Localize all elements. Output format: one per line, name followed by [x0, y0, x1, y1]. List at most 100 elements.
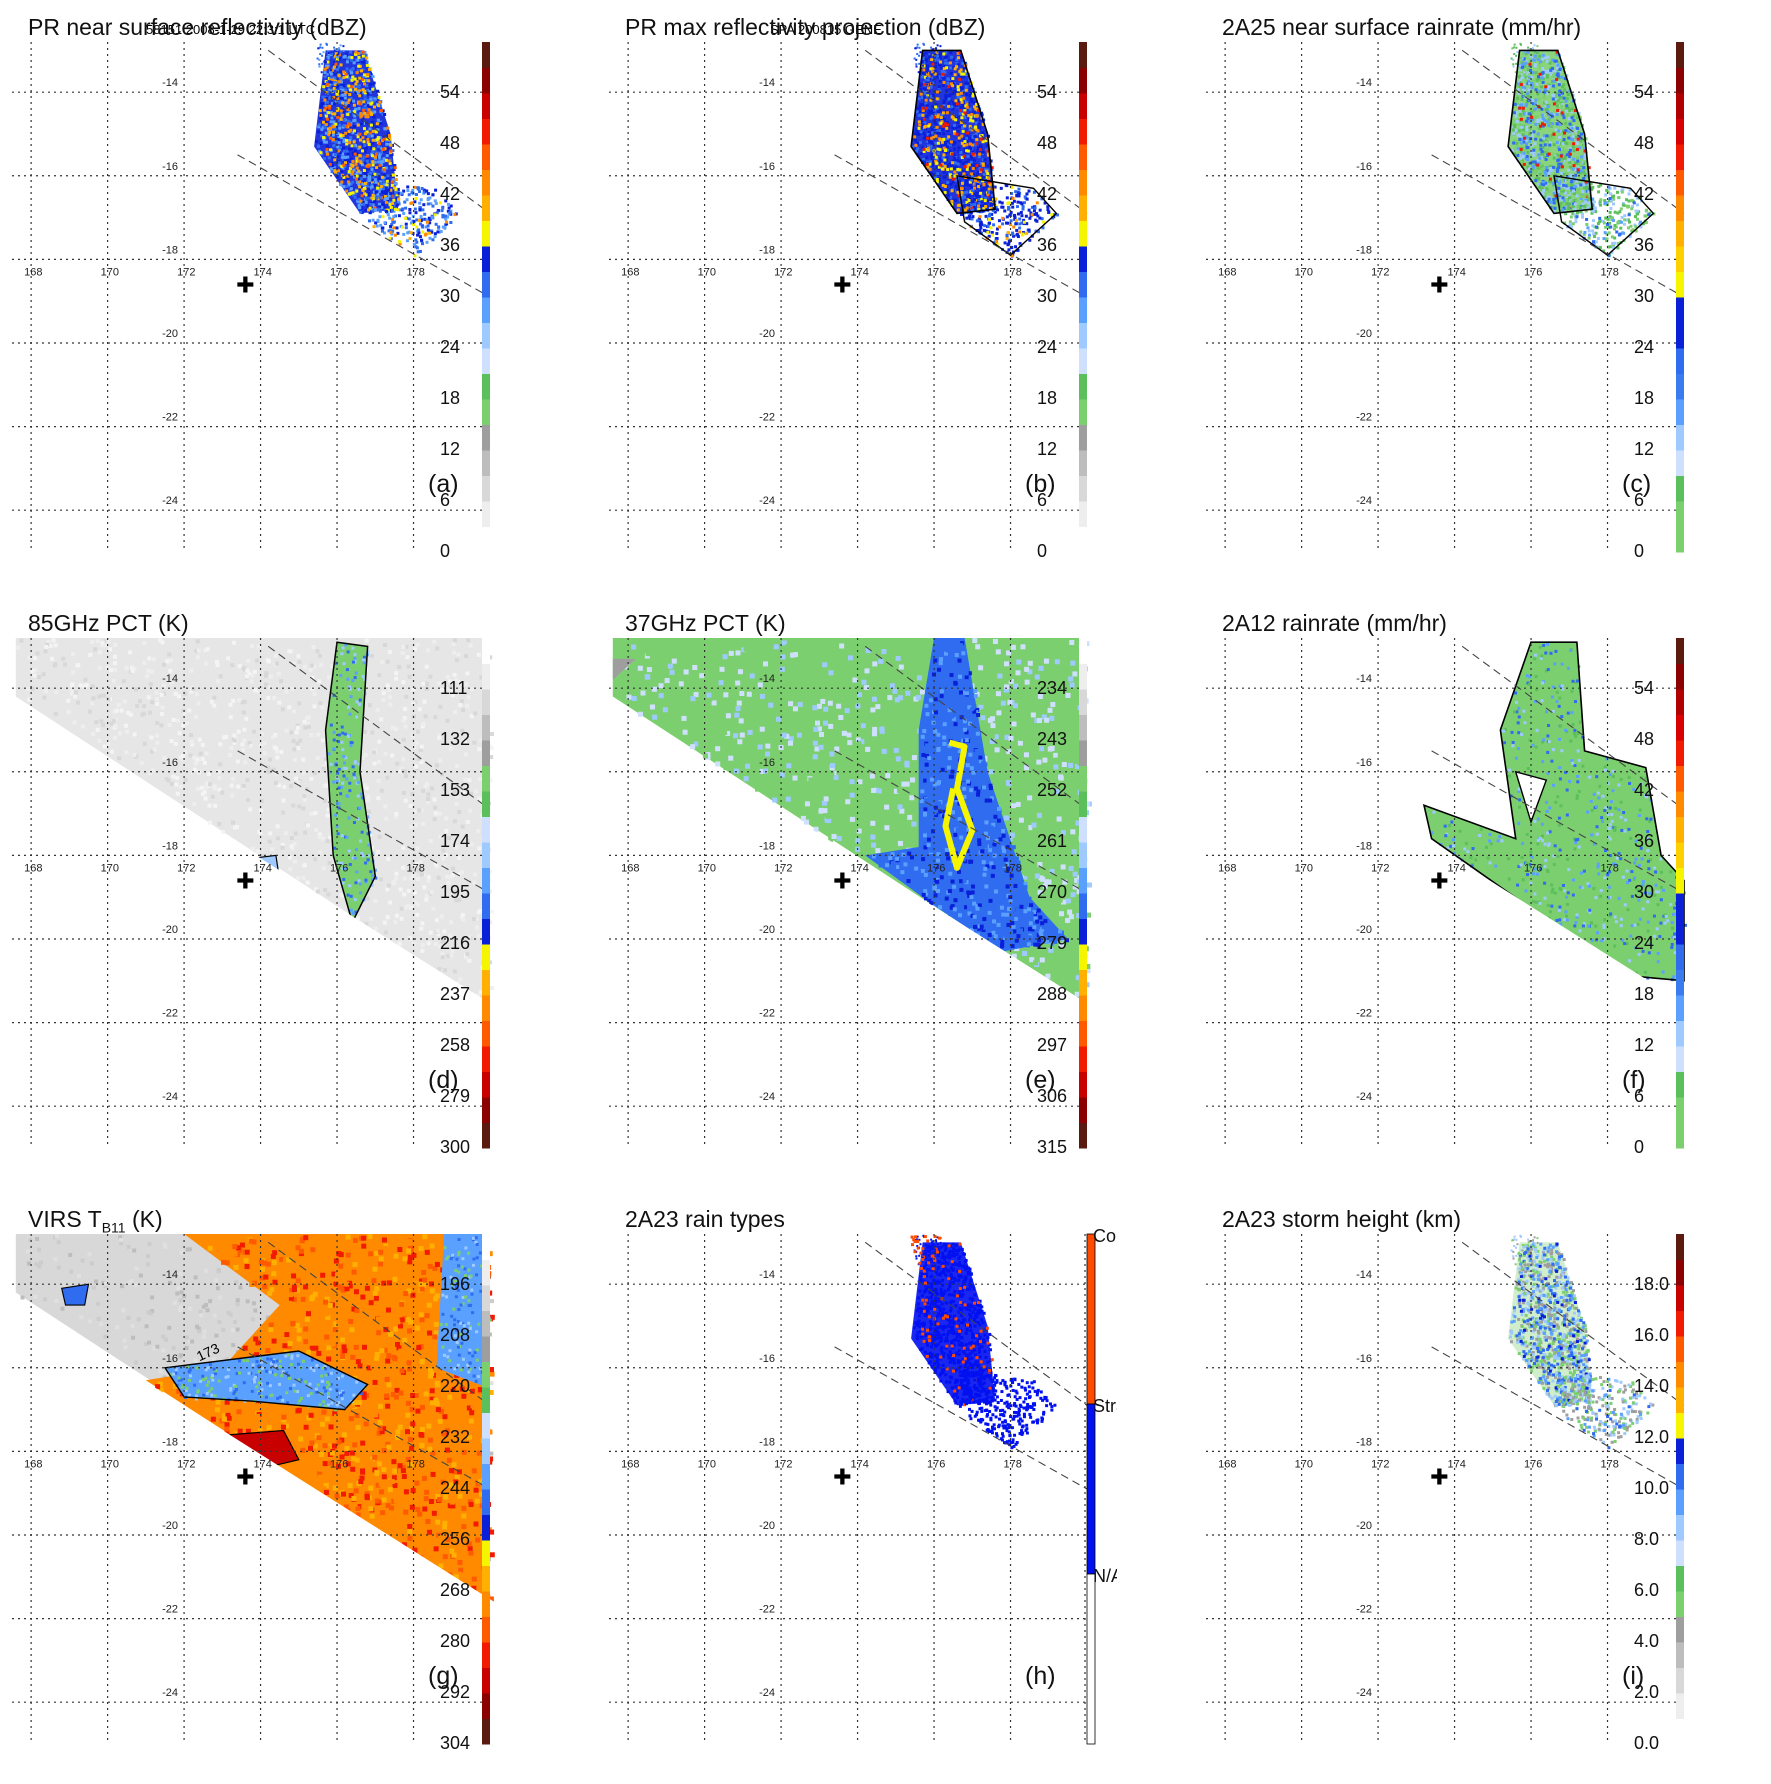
- lat-tick-label: -22: [162, 412, 178, 424]
- lon-tick-label: 176: [927, 1458, 945, 1470]
- colorbar-segment: [1676, 348, 1684, 374]
- colorbar-segment: [1676, 740, 1684, 766]
- colorbar-segment: [1676, 689, 1684, 715]
- panel-label: (h): [1025, 1662, 1056, 1691]
- lat-tick-label: -22: [1356, 412, 1372, 424]
- colorbar-segment: [1079, 995, 1087, 1021]
- colorbar-tick-label: 36: [440, 235, 460, 255]
- colorbar-segment: [1079, 68, 1087, 94]
- colorbar-tick-label: 54: [1037, 82, 1057, 102]
- colorbar-tick-label: 208: [440, 1325, 470, 1345]
- lon-tick-label: 176: [927, 862, 945, 874]
- colorbar-segment: [482, 995, 490, 1021]
- colorbar-tick-label: 30: [1037, 286, 1057, 306]
- lat-tick-label: -20: [1356, 1520, 1372, 1532]
- panel-label: (b): [1025, 470, 1056, 499]
- lon-tick-label: 178: [1601, 1458, 1619, 1470]
- colorbar-segment: [1079, 297, 1087, 323]
- colorbar-tick-label: 288: [1037, 984, 1067, 1004]
- colorbar-segment: [1079, 348, 1087, 374]
- lon-tick-label: 172: [1371, 1458, 1389, 1470]
- colorbar-segment: [482, 476, 490, 502]
- colorbar-tick-label: 280: [440, 1631, 470, 1651]
- colorbar-segment: [1676, 791, 1684, 817]
- colorbar-tick-label: 16.0: [1634, 1325, 1669, 1345]
- lon-tick-label: 172: [177, 266, 195, 278]
- panel-title: PR near surface reflectivity (dBZ): [28, 14, 367, 41]
- lon-tick-label: 174: [1448, 1458, 1466, 1470]
- colorbar-segment: [1676, 638, 1684, 664]
- colorbar-segment: [482, 817, 490, 843]
- lat-tick-label: -16: [759, 161, 775, 173]
- colorbar-segment: [482, 246, 490, 272]
- colorbar-segment: [1676, 1438, 1684, 1464]
- lon-tick-label: 176: [330, 1458, 348, 1470]
- colorbar-segment: [482, 195, 490, 221]
- colorbar: ConvStratN/A: [1087, 1226, 1117, 1744]
- colorbar-segment: [1079, 323, 1087, 349]
- colorbar-segment: [1079, 527, 1087, 553]
- lon-tick-label: 170: [1295, 266, 1313, 278]
- colorbar-tick-label: 252: [1037, 780, 1067, 800]
- lat-tick-label: -20: [1356, 328, 1372, 340]
- colorbar-segment: [482, 868, 490, 894]
- colorbar-segment: [482, 425, 490, 451]
- colorbar-segment: [1079, 638, 1087, 664]
- colorbar-segment: [482, 766, 490, 792]
- colorbar-tick-label: 216: [440, 933, 470, 953]
- colorbar-segment: [482, 323, 490, 349]
- colorbar-segment: [1676, 1464, 1684, 1490]
- storm-center-marker: ✚: [236, 273, 254, 298]
- lon-tick-label: 172: [177, 862, 195, 874]
- colorbar-segment: [1676, 272, 1684, 298]
- colorbar-tick-label: 279: [1037, 933, 1067, 953]
- colorbar-segment: [482, 1642, 490, 1668]
- lat-tick-label: -24: [162, 495, 178, 507]
- panel-title: 2A23 storm height (km): [1222, 1206, 1461, 1233]
- panel-title: 2A23 rain types: [625, 1206, 785, 1233]
- colorbar-segment: [1676, 1617, 1684, 1643]
- colorbar-tick-label: N/A: [1093, 1566, 1117, 1586]
- lon-tick-label: 168: [24, 862, 42, 874]
- lon-tick-label: 172: [1371, 266, 1389, 278]
- lat-tick-label: -20: [162, 1520, 178, 1532]
- lon-tick-label: 174: [254, 862, 272, 874]
- colorbar-segment: [1676, 1097, 1684, 1123]
- colorbar-tick-label: 42: [440, 184, 460, 204]
- lat-tick-label: -24: [162, 1091, 178, 1103]
- colorbar-tick-label: 48: [1037, 133, 1057, 153]
- lon-tick-label: 170: [1295, 862, 1313, 874]
- colorbar-segment: [1676, 425, 1684, 451]
- colorbar-segment: [482, 1413, 490, 1439]
- colorbar-segment: [482, 68, 490, 94]
- panel-label: (g): [428, 1662, 459, 1691]
- colorbar-tick-label: 30: [1634, 882, 1654, 902]
- colorbar-segment: [482, 1515, 490, 1541]
- colorbar-segment: [1079, 399, 1087, 425]
- colorbar-segment: [1676, 1642, 1684, 1668]
- colorbar-segment: [482, 1336, 490, 1362]
- lat-tick-label: -16: [1356, 161, 1372, 173]
- colorbar-segment: [482, 842, 490, 868]
- lat-tick-label: -20: [759, 924, 775, 936]
- colorbar-segment: [482, 893, 490, 919]
- colorbar-tick-label: 18: [1634, 388, 1654, 408]
- lon-tick-label: 172: [774, 862, 792, 874]
- lon-tick-label: 172: [774, 266, 792, 278]
- lat-tick-label: -22: [162, 1008, 178, 1020]
- lon-tick-label: 174: [851, 266, 869, 278]
- colorbar-segment: [1676, 868, 1684, 894]
- colorbar-tick-label: 54: [1634, 82, 1654, 102]
- lat-tick-label: -14: [759, 673, 775, 685]
- colorbar-segment: [1676, 893, 1684, 919]
- colorbar-segment: [1087, 1404, 1095, 1574]
- storm-center-marker: ✚: [833, 1465, 851, 1490]
- colorbar-segment: [1676, 42, 1684, 68]
- colorbar-segment: [1079, 766, 1087, 792]
- lat-tick-label: -16: [759, 757, 775, 769]
- colorbar-segment: [1676, 664, 1684, 690]
- colorbar-segment: [482, 1285, 490, 1311]
